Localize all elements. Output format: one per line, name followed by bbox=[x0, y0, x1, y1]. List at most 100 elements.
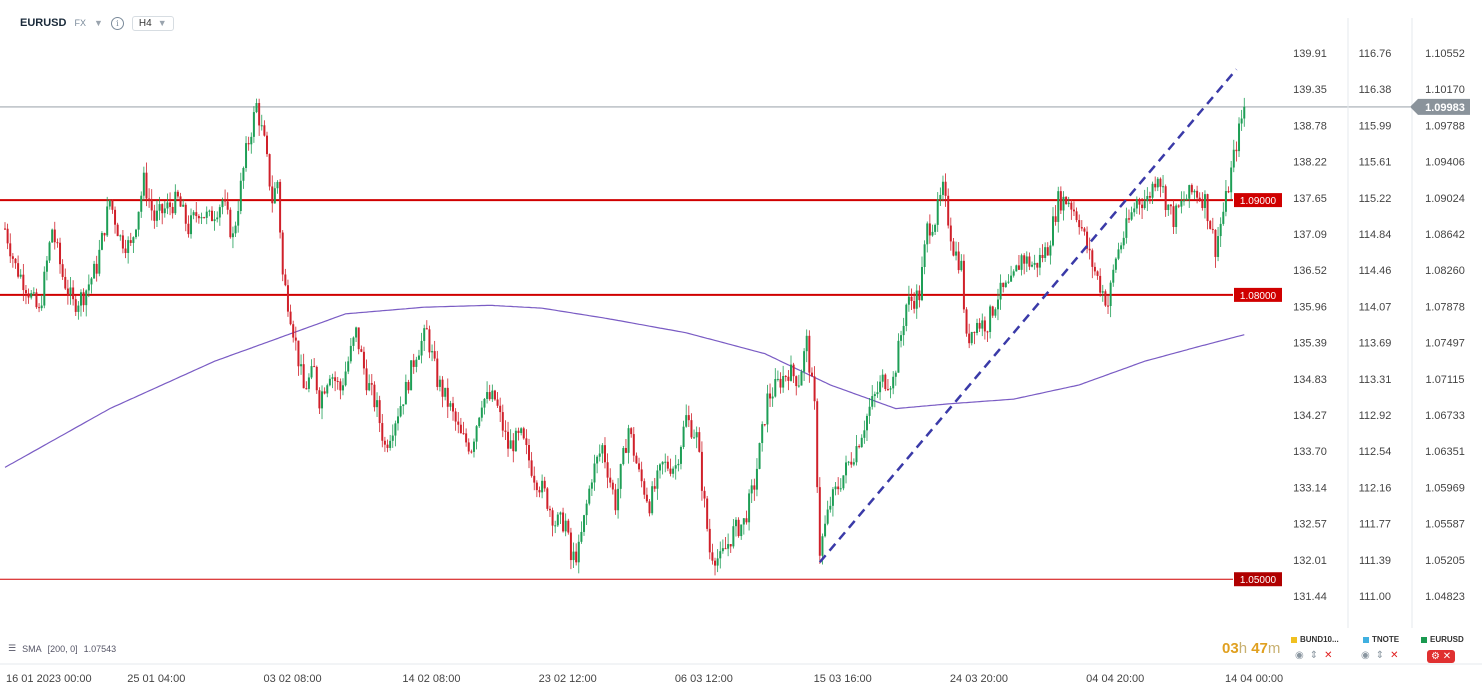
chevron-down-icon[interactable]: ▼ bbox=[93, 18, 103, 28]
candle-body bbox=[755, 468, 758, 490]
y-tick-label: 116.76 bbox=[1359, 48, 1392, 60]
settings-icon[interactable]: ⚙ ✕ bbox=[1427, 650, 1456, 663]
candle-body bbox=[266, 135, 268, 155]
candle-body bbox=[1164, 186, 1167, 211]
y-tick-label: 131.44 bbox=[1293, 591, 1327, 603]
candle-body bbox=[433, 351, 436, 359]
candle-body bbox=[1101, 291, 1104, 293]
candle-body bbox=[750, 485, 753, 494]
candle-body bbox=[1232, 149, 1235, 168]
candle-body bbox=[1096, 271, 1099, 276]
candle-body bbox=[155, 210, 158, 221]
candle-body bbox=[1159, 178, 1162, 187]
candle-body bbox=[1172, 206, 1175, 228]
eye-icon[interactable]: ◉ bbox=[1361, 650, 1370, 661]
close-icon[interactable]: ✕ bbox=[1324, 650, 1333, 661]
candle-body bbox=[548, 508, 551, 511]
candle-body bbox=[475, 426, 478, 442]
legend-label: BUND10... bbox=[1300, 635, 1339, 644]
timeframe-select[interactable]: H4 ▼ bbox=[131, 15, 174, 31]
candle-body bbox=[535, 482, 538, 491]
candle-body bbox=[944, 181, 947, 196]
candle-body bbox=[436, 358, 439, 387]
legend-item-tnote[interactable]: TNOTE bbox=[1363, 635, 1399, 644]
candle-body bbox=[124, 248, 127, 254]
candle-body bbox=[1211, 228, 1214, 230]
candle-body bbox=[87, 284, 90, 291]
candle-body bbox=[229, 209, 232, 238]
candle-body bbox=[394, 423, 397, 436]
y-tick-label: 1.04823 bbox=[1425, 591, 1465, 603]
info-icon[interactable]: i bbox=[110, 16, 124, 30]
indicator-legend[interactable]: ☰ SMA [200, 0] 1.07543 bbox=[8, 643, 116, 654]
candle-body bbox=[837, 486, 840, 490]
sort-icon[interactable]: ⇕ bbox=[1375, 650, 1385, 661]
candle-body bbox=[22, 274, 25, 291]
candle-body bbox=[1135, 199, 1138, 209]
candle-body bbox=[1188, 185, 1191, 199]
candle-body bbox=[258, 103, 261, 126]
candle-body bbox=[420, 340, 423, 356]
candle-body bbox=[205, 211, 208, 218]
legend-item-eurusd[interactable]: EURUSD bbox=[1421, 635, 1464, 644]
candle-body bbox=[695, 432, 698, 438]
candle-body bbox=[619, 464, 622, 489]
candle-body bbox=[1036, 262, 1039, 268]
candle-body bbox=[56, 242, 59, 244]
candle-body bbox=[926, 223, 929, 245]
candle-body bbox=[444, 387, 447, 397]
level-tag bbox=[1234, 193, 1282, 208]
candle-body bbox=[344, 371, 347, 386]
candle-body bbox=[968, 333, 971, 344]
candle-body bbox=[184, 204, 187, 224]
candle-body bbox=[611, 482, 614, 490]
candle-body bbox=[648, 501, 651, 514]
sort-icon[interactable]: ⇕ bbox=[1309, 650, 1319, 661]
close-icon[interactable]: ✕ bbox=[1390, 650, 1399, 661]
candle-body bbox=[472, 441, 475, 452]
candle-body bbox=[302, 364, 305, 389]
x-tick-label: 06 03 12:00 bbox=[675, 673, 733, 685]
candle-body bbox=[452, 403, 455, 412]
candle-body bbox=[824, 523, 827, 537]
candle-body bbox=[1235, 149, 1238, 152]
legend-item-bund[interactable]: BUND10... bbox=[1291, 635, 1339, 644]
eye-icon[interactable]: ◉ bbox=[1295, 650, 1304, 661]
candle-body bbox=[145, 172, 148, 199]
list-icon[interactable]: ☰ bbox=[8, 643, 17, 653]
candle-body bbox=[349, 345, 352, 362]
candle-body bbox=[195, 212, 198, 217]
candle-body bbox=[271, 186, 274, 204]
y-tick-label: 1.09788 bbox=[1425, 120, 1465, 132]
candle-body bbox=[915, 290, 918, 309]
y-tick-label: 111.77 bbox=[1359, 519, 1391, 531]
y-tick-label: 134.27 bbox=[1293, 410, 1327, 422]
candle-body bbox=[190, 215, 193, 235]
candle-body bbox=[664, 461, 667, 463]
x-tick-label: 25 01 04:00 bbox=[127, 673, 185, 685]
candle-body bbox=[989, 306, 992, 333]
candle-body bbox=[598, 453, 601, 457]
candle-body bbox=[1227, 191, 1230, 193]
candle-body bbox=[423, 328, 426, 341]
candle-body bbox=[441, 379, 444, 397]
candle-body bbox=[161, 204, 164, 214]
candle-body bbox=[528, 445, 530, 461]
candle-body bbox=[923, 244, 926, 267]
candle-body bbox=[564, 520, 567, 532]
candle-body bbox=[331, 377, 334, 379]
timer-h: h bbox=[1238, 640, 1248, 657]
indicator-params: [200, 0] bbox=[47, 643, 78, 654]
candle-body bbox=[748, 493, 751, 523]
candle-body bbox=[213, 219, 216, 222]
y-tick-label: 132.01 bbox=[1293, 555, 1327, 567]
candle-body bbox=[551, 510, 554, 526]
symbol-label[interactable]: EURUSD bbox=[20, 17, 67, 29]
candle-body bbox=[834, 486, 837, 490]
candle-body bbox=[1057, 191, 1060, 222]
candle-body bbox=[1183, 200, 1185, 202]
candle-body bbox=[1010, 275, 1013, 282]
candle-body bbox=[1117, 249, 1120, 259]
candle-body bbox=[1104, 291, 1107, 306]
